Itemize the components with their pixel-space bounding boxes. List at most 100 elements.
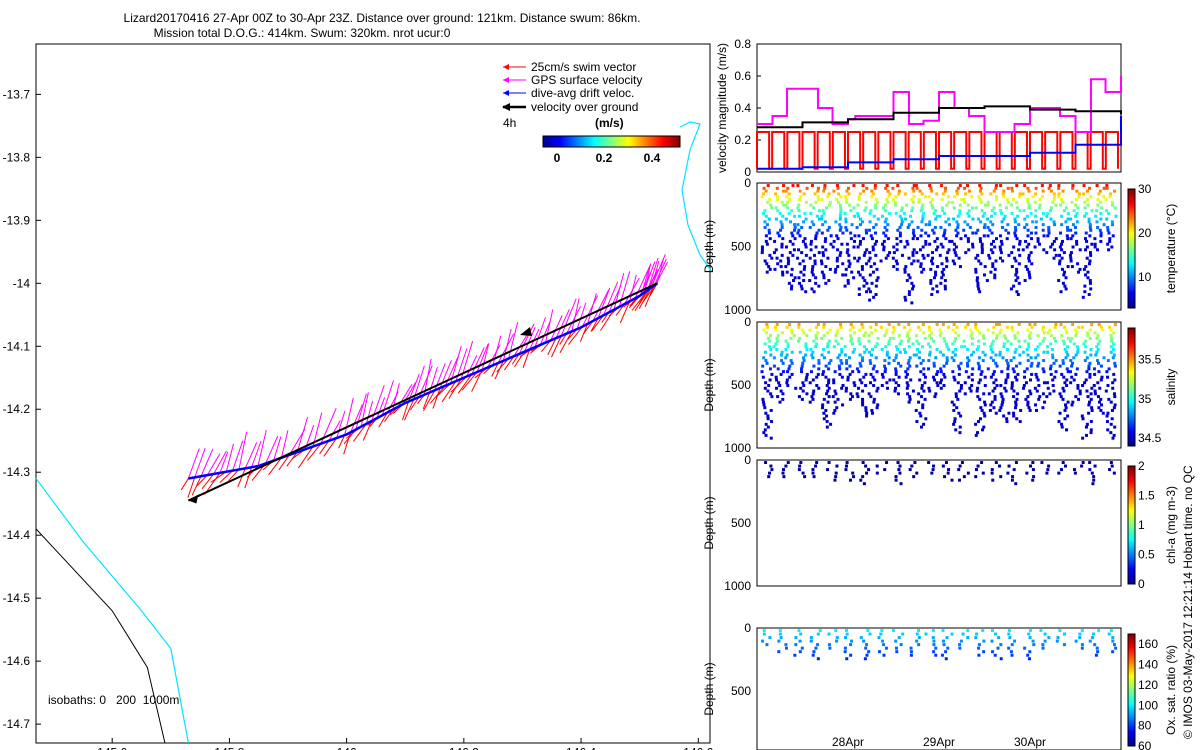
data-point <box>1043 400 1047 404</box>
data-point <box>1014 400 1018 404</box>
data-point <box>911 237 915 241</box>
data-point <box>849 323 853 327</box>
data-point <box>971 242 975 246</box>
data-point <box>992 325 996 329</box>
data-point <box>1074 231 1078 235</box>
data-point <box>1104 198 1108 202</box>
data-point <box>959 639 963 643</box>
data-point <box>780 225 784 229</box>
data-point <box>1005 417 1009 421</box>
data-point <box>1076 397 1080 401</box>
data-point <box>1107 248 1111 252</box>
data-point <box>776 198 780 202</box>
data-point <box>862 189 866 193</box>
data-point <box>1085 422 1089 426</box>
data-point <box>917 400 921 404</box>
data-point <box>1062 632 1066 636</box>
data-point <box>991 350 995 354</box>
data-point <box>909 653 913 657</box>
data-point <box>947 200 951 204</box>
data-point <box>953 339 957 343</box>
data-point <box>1014 461 1018 465</box>
data-point <box>760 195 764 199</box>
data-point <box>1098 339 1102 343</box>
data-point <box>1023 225 1027 229</box>
data-point <box>981 359 985 363</box>
data-point <box>823 220 827 224</box>
data-point <box>1105 217 1109 221</box>
data-point <box>970 378 974 382</box>
data-point <box>1059 468 1063 472</box>
data-point <box>920 228 924 232</box>
data-point <box>1085 389 1089 393</box>
data-point <box>915 186 919 190</box>
data-point <box>836 200 840 204</box>
data-point <box>1012 411 1016 415</box>
data-point <box>934 646 938 650</box>
data-point <box>819 217 823 221</box>
data-point <box>826 345 830 349</box>
section-colorbar-tick-label: 100 <box>1138 698 1158 712</box>
data-point <box>1070 403 1074 407</box>
data-point <box>784 643 788 647</box>
data-point <box>1089 353 1093 357</box>
section-y-axis-label: Depth (m) <box>702 220 716 273</box>
data-point <box>1108 237 1112 241</box>
data-point <box>1018 209 1022 213</box>
data-point <box>766 417 770 421</box>
data-point <box>915 251 919 255</box>
data-point <box>812 475 816 479</box>
data-point <box>999 384 1003 388</box>
data-point <box>907 290 911 294</box>
data-point <box>1065 367 1069 371</box>
data-point <box>835 259 839 263</box>
data-point <box>975 431 979 435</box>
data-point <box>864 646 868 650</box>
map-y-tick-label: -13.7 <box>3 87 31 101</box>
data-point <box>869 234 873 238</box>
section-y-tick-label: 0 <box>744 315 751 329</box>
data-point <box>835 234 839 238</box>
data-point <box>1095 646 1099 650</box>
swim-vector <box>244 467 253 489</box>
data-point <box>887 339 891 343</box>
data-point <box>917 392 921 396</box>
data-point <box>951 328 955 332</box>
data-point <box>816 643 820 647</box>
data-point <box>1112 471 1116 475</box>
data-point <box>870 195 874 199</box>
gps-velocity-vector <box>518 323 535 355</box>
data-point <box>1071 234 1075 238</box>
data-point <box>1038 395 1042 399</box>
data-point <box>989 248 993 252</box>
data-point <box>895 248 899 252</box>
data-point <box>798 234 802 238</box>
data-point <box>801 239 805 243</box>
velocity-y-tick-label: 0.4 <box>734 101 751 115</box>
data-point <box>1109 629 1113 633</box>
data-point <box>989 270 993 274</box>
data-point <box>851 370 855 374</box>
data-point <box>907 323 911 327</box>
data-point <box>1042 350 1046 354</box>
map-panel: 145.6145.8146146.2146.4146.6-13.7-13.8-1… <box>3 43 714 750</box>
data-point <box>1005 198 1009 202</box>
legend-drift-label: dive-avg drift veloc. <box>531 86 634 100</box>
data-point <box>800 364 804 368</box>
data-point <box>775 256 779 260</box>
data-point <box>779 636 783 640</box>
data-point <box>835 331 839 335</box>
gps-velocity-vector <box>656 258 664 284</box>
data-point <box>911 389 915 393</box>
data-point <box>952 359 956 363</box>
data-point <box>1106 384 1110 388</box>
data-point <box>959 414 963 418</box>
data-point <box>1026 359 1030 363</box>
data-point <box>833 370 837 374</box>
data-point <box>1086 334 1090 338</box>
data-point <box>1108 325 1112 329</box>
data-point <box>894 211 898 215</box>
data-point <box>962 198 966 202</box>
data-point <box>928 334 932 338</box>
data-point <box>1057 471 1061 475</box>
